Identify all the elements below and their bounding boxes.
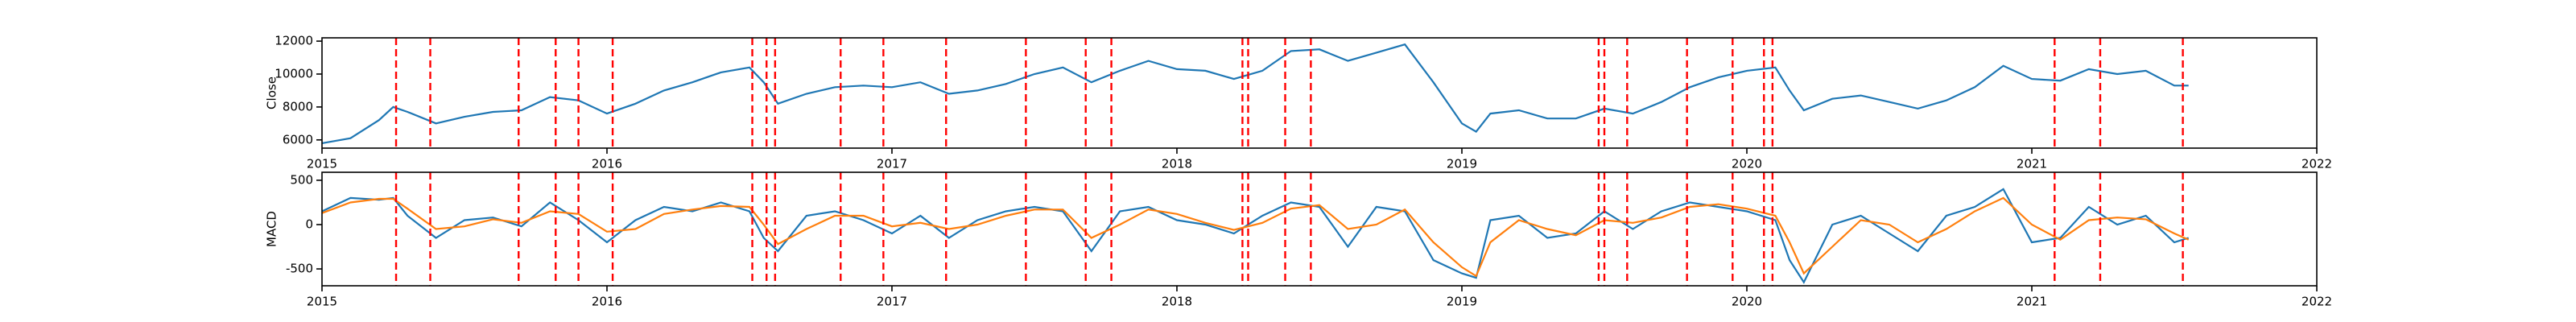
series-line <box>321 43 2189 144</box>
x-tick-label: 2015 <box>307 157 337 171</box>
x-tick-label: 2016 <box>592 157 622 171</box>
y-tick-label: 0 <box>305 217 313 231</box>
x-tick-label: 2020 <box>1732 295 1762 309</box>
axes-frame <box>321 37 2318 149</box>
y-tick-label: 6000 <box>283 132 313 147</box>
y-tick-label: 500 <box>290 172 313 187</box>
y-axis-label: MACD <box>265 211 279 247</box>
x-tick-label: 2018 <box>1162 157 1192 171</box>
y-tick-label: -500 <box>286 262 313 276</box>
y-axis-label: Close <box>265 76 279 109</box>
plot-area <box>322 172 2317 286</box>
x-tick-label: 2020 <box>1732 157 1762 171</box>
x-tick-label: 2018 <box>1162 295 1192 309</box>
series-line <box>321 196 2190 278</box>
y-tick-label: 10000 <box>275 66 313 80</box>
x-tick-label: 2022 <box>2301 295 2332 309</box>
x-tick-label: 2021 <box>2017 295 2047 309</box>
x-tick-label: 2016 <box>592 295 622 309</box>
x-tick-label: 2015 <box>307 295 337 309</box>
x-tick-label: 2022 <box>2301 157 2332 171</box>
x-tick-label: 2019 <box>1447 295 1477 309</box>
y-tick-label: 8000 <box>283 99 313 114</box>
axes-frame <box>321 171 2318 287</box>
x-tick-label: 2017 <box>877 295 907 309</box>
x-tick-label: 2019 <box>1447 157 1477 171</box>
x-tick-label: 2021 <box>2017 157 2047 171</box>
plot-area <box>322 38 2317 148</box>
y-tick-label: 12000 <box>275 34 313 48</box>
x-tick-label: 2017 <box>877 157 907 171</box>
